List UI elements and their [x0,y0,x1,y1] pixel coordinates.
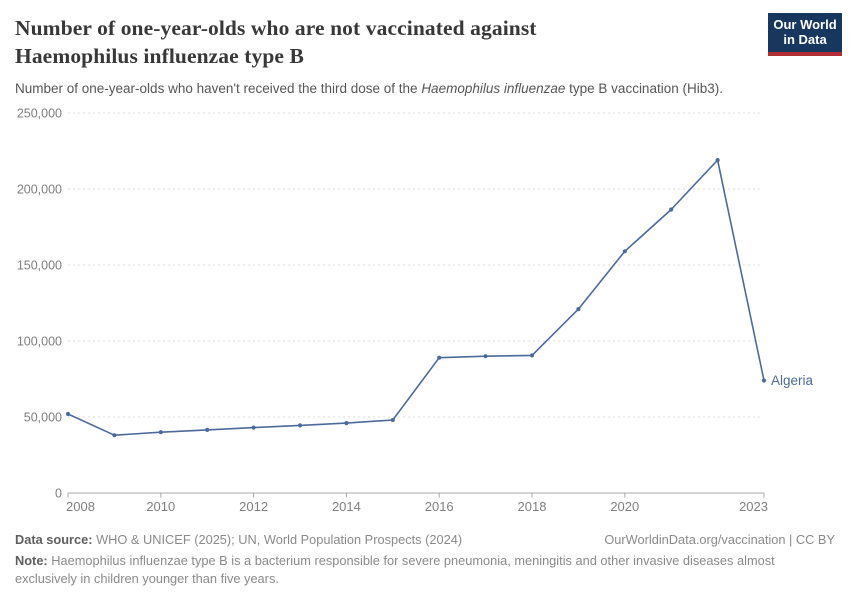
note-label: Note: [15,553,48,569]
data-point [715,158,720,163]
data-point [483,354,488,359]
chart-header: Number of one-year-olds who are not vacc… [15,14,755,98]
x-tick-label: 2008 [66,499,95,514]
x-tick-label: 2018 [518,499,547,514]
chart-subtitle: Number of one-year-olds who haven't rece… [15,80,755,98]
x-tick-label: 2016 [425,499,454,514]
chart-canvas: 0 50,000 100,000 150,000 200,000 250,000 2008 2… [17,107,814,515]
y-tick-label: 250,000 [17,107,62,121]
y-tick-label: 150,000 [17,259,62,273]
line-chart: 0 50,000 100,000 150,000 200,000 250,000 2008 2… [0,100,850,530]
data-point [205,427,210,432]
x-tick-label: 2020 [610,499,639,514]
subtitle-text: Number of one-year-olds who haven't rece… [15,80,422,96]
data-point [390,417,395,423]
y-tick-label: 50,000 [24,411,62,425]
chart-title: Number of one-year-olds who are not vacc… [15,16,537,69]
note-text: Haemophilus influenzae type B is a bacte… [15,553,775,587]
subtitle-italic-species: Haemophilus influenzae [421,80,566,96]
data-source-text: WHO & UNICEF (2025); UN, World Populatio… [92,532,463,547]
logo-line-1: Our World [773,17,837,32]
footer-note: Note: Haemophilus influenzae type B is a… [15,552,833,588]
data-point [437,355,442,360]
series-end-label: Algeria [771,373,814,388]
x-tick-label: 2023 [739,499,768,514]
data-source: Data source: WHO & UNICEF (2025); UN, Wo… [15,531,462,549]
attribution-link: OurWorldinData.org/vaccination | CC BY [604,532,835,547]
x-tick-label: 2010 [146,499,175,514]
data-point [65,411,71,417]
y-tick-label: 200,000 [17,183,62,197]
x-tick-label: 2014 [332,499,361,514]
subtitle-suffix: type B vaccination (Hib3). [565,80,723,96]
footer-source-row: Data source: WHO & UNICEF (2025); UN, Wo… [15,531,835,549]
logo-line-2: in Data [783,31,827,47]
data-point [761,378,767,383]
data-point [529,353,535,358]
data-point [576,307,581,312]
data-point [622,249,627,254]
data-point [344,421,349,426]
y-tick-label: 0 [55,487,62,501]
data-point [297,423,303,428]
data-point [669,207,674,212]
data-source-label: Data source: [15,532,93,547]
chart-footer: Data source: WHO & UNICEF (2025); UN, Wo… [15,531,835,588]
data-point [158,430,163,435]
x-tick-label: 2012 [239,499,268,514]
data-point [112,433,117,438]
data-line-algeria [67,159,765,436]
data-point [251,425,256,430]
y-tick-label: 100,000 [17,335,62,349]
owid-logo: Our World in Data [768,13,842,56]
